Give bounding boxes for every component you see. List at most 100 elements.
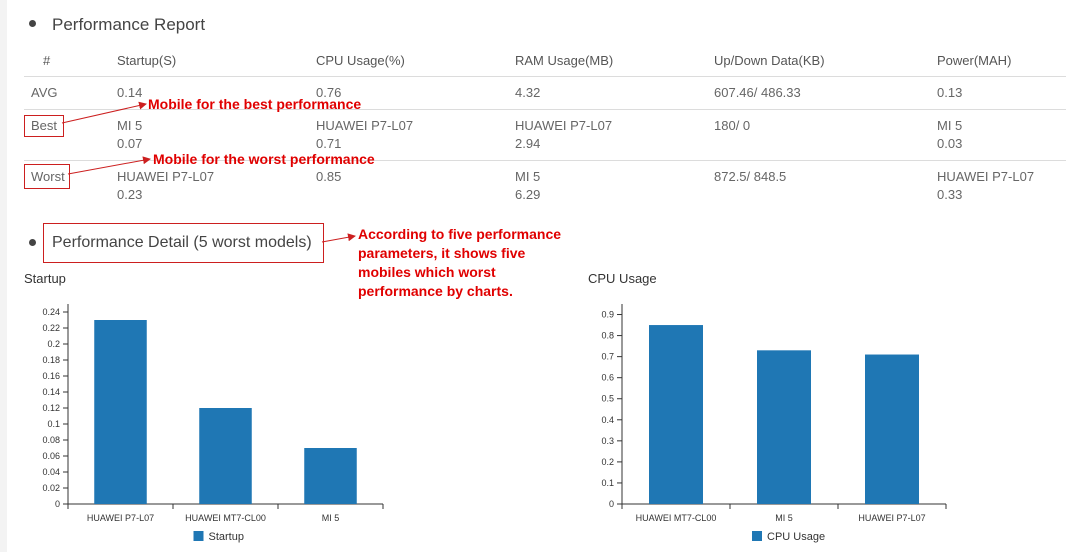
y-tick-label: 0.6 bbox=[601, 373, 614, 383]
cell-value: 0.23 bbox=[117, 187, 143, 202]
row-label-worst: Worst bbox=[31, 169, 65, 184]
x-tick-label: HUAWEI P7-L07 bbox=[858, 513, 925, 523]
x-tick-label: MI 5 bbox=[775, 513, 793, 523]
y-tick-label: 0.24 bbox=[42, 307, 60, 317]
report-title: Performance Report bbox=[52, 15, 206, 34]
cpu-chart: 0 0.1 0.2 0.3 0.4 0.5 0.6 0.7 0.8 0.9 HUAWEI MT7-C… bbox=[601, 304, 947, 543]
bar bbox=[199, 408, 252, 504]
legend-swatch bbox=[193, 531, 204, 541]
x-tick-label: HUAWEI P7-L07 bbox=[87, 513, 154, 523]
col-header-ram: RAM Usage(MB) bbox=[515, 53, 614, 68]
y-tick-label: 0.8 bbox=[601, 331, 614, 341]
y-tick-label: 0 bbox=[609, 499, 614, 509]
annotation-best: Mobile for the best performance bbox=[148, 96, 362, 112]
annotation-detail-line: parameters, it shows five bbox=[358, 245, 526, 261]
table-cell: 4.32 bbox=[515, 85, 541, 100]
y-tick-label: 0.1 bbox=[47, 419, 60, 429]
detail-title: Performance Detail (5 worst models) bbox=[52, 234, 312, 251]
legend-swatch bbox=[752, 531, 762, 541]
y-tick-label: 0.7 bbox=[601, 352, 614, 362]
x-tick-label: MI 5 bbox=[322, 513, 340, 523]
cell-value: 0.07 bbox=[117, 136, 143, 151]
cell-model: HUAWEI P7-L07 bbox=[515, 118, 613, 133]
cell-value: 0.71 bbox=[316, 136, 342, 151]
table-cell: HUAWEI P7-L07 0.23 bbox=[117, 168, 214, 204]
y-tick-label: 0.08 bbox=[42, 435, 60, 445]
table-cell: MI 5 0.03 bbox=[937, 117, 962, 153]
y-tick-label: 0.04 bbox=[42, 467, 60, 477]
y-tick-label: 0.1 bbox=[601, 478, 614, 488]
cell-value: 0.33 bbox=[937, 187, 963, 202]
cell-model: MI 5 bbox=[937, 118, 963, 133]
cpu-chart-title: CPU Usage bbox=[588, 271, 657, 286]
bar bbox=[865, 354, 919, 504]
annotation-detail-line: mobiles which worst bbox=[358, 264, 496, 280]
cell-model: HUAWEI P7-L07 bbox=[117, 169, 215, 184]
bar bbox=[757, 350, 811, 504]
y-tick-label: 0.2 bbox=[47, 339, 60, 349]
table-cell: HUAWEI P7-L07 0.33 bbox=[937, 168, 1034, 204]
detail-arrow bbox=[321, 233, 356, 243]
cell-model: MI 5 bbox=[117, 118, 143, 133]
table-cell: MI 5 0.07 bbox=[117, 117, 142, 153]
y-tick-label: 0.5 bbox=[601, 394, 614, 404]
annotation-detail: According to five performance parameters… bbox=[358, 225, 561, 301]
cell-value: 0.03 bbox=[937, 136, 963, 151]
startup-chart-title: Startup bbox=[24, 271, 66, 286]
col-header-startup: Startup(S) bbox=[117, 53, 177, 68]
cell-model: HUAWEI P7-L07 bbox=[937, 169, 1035, 184]
cell-model: HUAWEI P7-L07 bbox=[316, 118, 414, 133]
y-tick-label: 0 bbox=[55, 499, 60, 509]
x-tick-label: HUAWEI MT7-CL00 bbox=[185, 513, 266, 523]
annotation-worst: Mobile for the worst performance bbox=[153, 151, 375, 167]
col-header-index: # bbox=[43, 53, 51, 68]
annotation-detail-line: performance by charts. bbox=[358, 283, 513, 299]
legend-label: Startup bbox=[209, 531, 244, 543]
y-tick-label: 0.12 bbox=[42, 403, 60, 413]
table-cell: 0.14 bbox=[117, 85, 143, 100]
table-cell: HUAWEI P7-L07 0.71 bbox=[316, 117, 413, 153]
col-header-power: Power(MAH) bbox=[937, 53, 1012, 68]
y-tick-label: 0.14 bbox=[42, 387, 60, 397]
table-cell: 0.13 bbox=[937, 85, 963, 100]
detail-highlight-box bbox=[43, 223, 324, 263]
y-tick-label: 0.22 bbox=[42, 323, 60, 333]
y-tick-label: 0.3 bbox=[601, 436, 614, 446]
y-tick-label: 0.02 bbox=[42, 483, 60, 493]
y-tick-label: 0.18 bbox=[42, 355, 60, 365]
annotation-detail-line: According to five performance bbox=[358, 226, 562, 242]
table-divider bbox=[24, 160, 1066, 161]
table-cell: 180/ 0 bbox=[714, 118, 751, 133]
bar bbox=[649, 325, 703, 504]
row-label-best: Best bbox=[31, 118, 58, 133]
left-gutter bbox=[0, 0, 7, 552]
y-tick-label: 0.16 bbox=[42, 371, 60, 381]
cell-value: 6.29 bbox=[515, 187, 541, 202]
best-highlight-box bbox=[24, 115, 64, 137]
table-cell: 607.46/ 486.33 bbox=[714, 85, 801, 100]
section-bullet bbox=[29, 20, 36, 27]
section-bullet bbox=[29, 239, 36, 246]
col-header-cpu: CPU Usage(%) bbox=[316, 53, 405, 68]
col-header-data: Up/Down Data(KB) bbox=[714, 53, 825, 68]
table-divider bbox=[24, 76, 1066, 77]
best-arrow bbox=[61, 101, 147, 124]
worst-arrow bbox=[67, 156, 151, 175]
y-tick-label: 0.2 bbox=[601, 457, 614, 467]
y-tick-label: 0.9 bbox=[601, 310, 614, 320]
table-cell: 872.5/ 848.5 bbox=[714, 169, 787, 184]
table-cell: MI 5 6.29 bbox=[515, 168, 540, 204]
table-cell: HUAWEI P7-L07 2.94 bbox=[515, 117, 612, 153]
table-cell: 0.76 bbox=[316, 85, 342, 100]
row-label-avg: AVG bbox=[31, 85, 58, 100]
cell-value: 2.94 bbox=[515, 136, 541, 151]
bar bbox=[304, 448, 357, 504]
table-divider bbox=[24, 109, 1066, 110]
y-tick-label: 0.06 bbox=[42, 451, 60, 461]
table-cell: 0.85 bbox=[316, 169, 342, 184]
y-tick-label: 0.4 bbox=[601, 415, 614, 425]
startup-chart: 0 0.02 0.04 0.06 0.08 0.1 0.12 0.14 0.16 0.18 0.2 0… bbox=[42, 304, 384, 543]
cell-model: MI 5 bbox=[515, 169, 541, 184]
legend-label: CPU Usage bbox=[767, 531, 825, 543]
